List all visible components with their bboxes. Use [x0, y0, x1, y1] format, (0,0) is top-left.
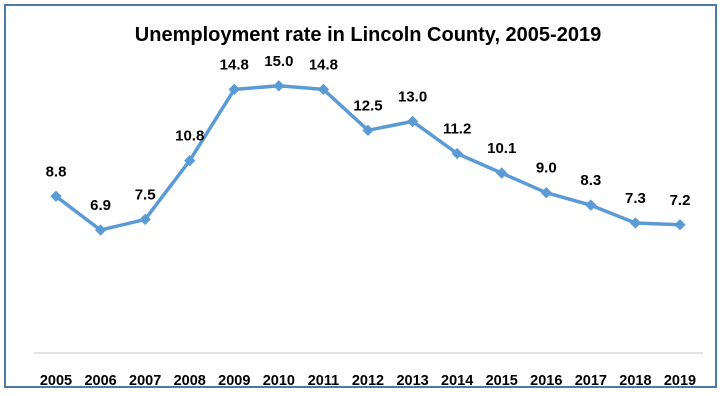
- data-label-2019: 7.2: [670, 192, 691, 209]
- data-label-2009: 14.8: [220, 56, 249, 73]
- x-tick-label-2013: 2013: [396, 373, 428, 389]
- x-tick-label-2015: 2015: [486, 373, 518, 389]
- x-tick-label-2007: 2007: [129, 373, 161, 389]
- x-tick-label-2009: 2009: [218, 373, 250, 389]
- data-label-2008: 10.8: [175, 128, 204, 145]
- x-tick-label-2012: 2012: [352, 373, 384, 389]
- data-point-2018: [629, 217, 642, 229]
- data-label-2017: 8.3: [580, 172, 601, 189]
- data-label-2005: 8.8: [46, 163, 67, 180]
- data-label-2012: 12.5: [353, 97, 382, 114]
- x-tick-label-2018: 2018: [619, 373, 651, 389]
- data-label-2007: 7.5: [135, 186, 156, 203]
- x-tick-label-2014: 2014: [441, 373, 473, 389]
- data-label-2016: 9.0: [536, 160, 557, 177]
- x-tick-label-2017: 2017: [575, 373, 607, 389]
- x-tick-label-2006: 2006: [84, 373, 116, 389]
- data-point-2014: [451, 147, 463, 160]
- data-label-2013: 13.0: [398, 88, 427, 105]
- x-tick-label-2008: 2008: [174, 373, 206, 389]
- data-point-2010: [273, 80, 285, 92]
- data-label-2010: 15.0: [264, 53, 293, 70]
- x-tick-label-2019: 2019: [664, 373, 696, 389]
- x-tick-label-2011: 2011: [308, 373, 339, 389]
- x-tick-label-2005: 2005: [40, 373, 72, 389]
- data-point-2007: [139, 213, 151, 226]
- data-label-group: 8.8 6.9 7.5 10.8 14.8 15.0 14.8 12.5 13.0 11.2 10.…: [46, 53, 691, 214]
- data-label-2014: 11.2: [443, 121, 471, 138]
- data-label-2006: 6.9: [90, 197, 111, 214]
- data-point-2019: [674, 219, 686, 231]
- tick-label-group: 2005 2006 2007 2008 2009 2010 2011 2012 2013 2014…: [40, 373, 696, 389]
- data-point-2005: [50, 190, 62, 202]
- chart-frame: [4, 4, 717, 388]
- data-label-2018: 7.3: [625, 190, 646, 207]
- data-label-2015: 10.1: [487, 140, 516, 157]
- data-point-2008: [184, 154, 196, 167]
- x-tick-label-2016: 2016: [530, 373, 562, 389]
- data-point-2015: [496, 167, 508, 179]
- data-point-2016: [540, 187, 552, 199]
- x-tick-label-2010: 2010: [263, 373, 295, 389]
- data-label-2011: 14.8: [309, 56, 338, 73]
- data-point-2017: [585, 199, 597, 211]
- chart-title: Unemployment rate in Lincoln County, 200…: [135, 24, 601, 46]
